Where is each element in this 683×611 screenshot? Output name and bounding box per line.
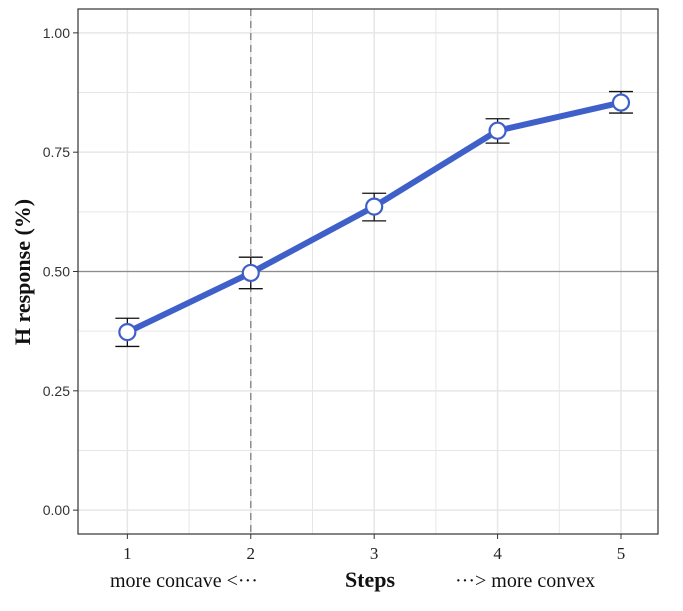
y-tick-label: 0.50 <box>43 264 70 280</box>
y-tick-label: 0.00 <box>43 502 70 518</box>
x-axis-right-note: ···> more convex <box>455 570 595 592</box>
y-axis-title: H response (%) <box>10 199 35 345</box>
y-tick-label: 1.00 <box>43 25 70 41</box>
x-tick-label: 2 <box>247 544 256 563</box>
reference-lines <box>78 9 658 534</box>
data-point <box>365 197 384 216</box>
y-tick-label: 0.75 <box>43 144 70 160</box>
data-point <box>118 323 137 342</box>
x-tick-label: 3 <box>370 544 379 563</box>
data-point <box>488 121 507 140</box>
x-axis-title: Steps <box>345 567 396 592</box>
x-tick-label: 5 <box>617 544 626 563</box>
x-tick-label: 4 <box>493 544 502 563</box>
data-point <box>241 263 260 283</box>
x-axis-left-note: more concave <··· <box>110 570 258 592</box>
data-point <box>611 93 631 112</box>
y-tick-label: 0.25 <box>43 383 70 399</box>
series-layer <box>115 90 633 348</box>
x-tick-label: 1 <box>123 544 132 563</box>
axes-layer: 0.00 0.25 0.50 0.75 1.00 1 2 3 4 5 <box>43 8 659 563</box>
